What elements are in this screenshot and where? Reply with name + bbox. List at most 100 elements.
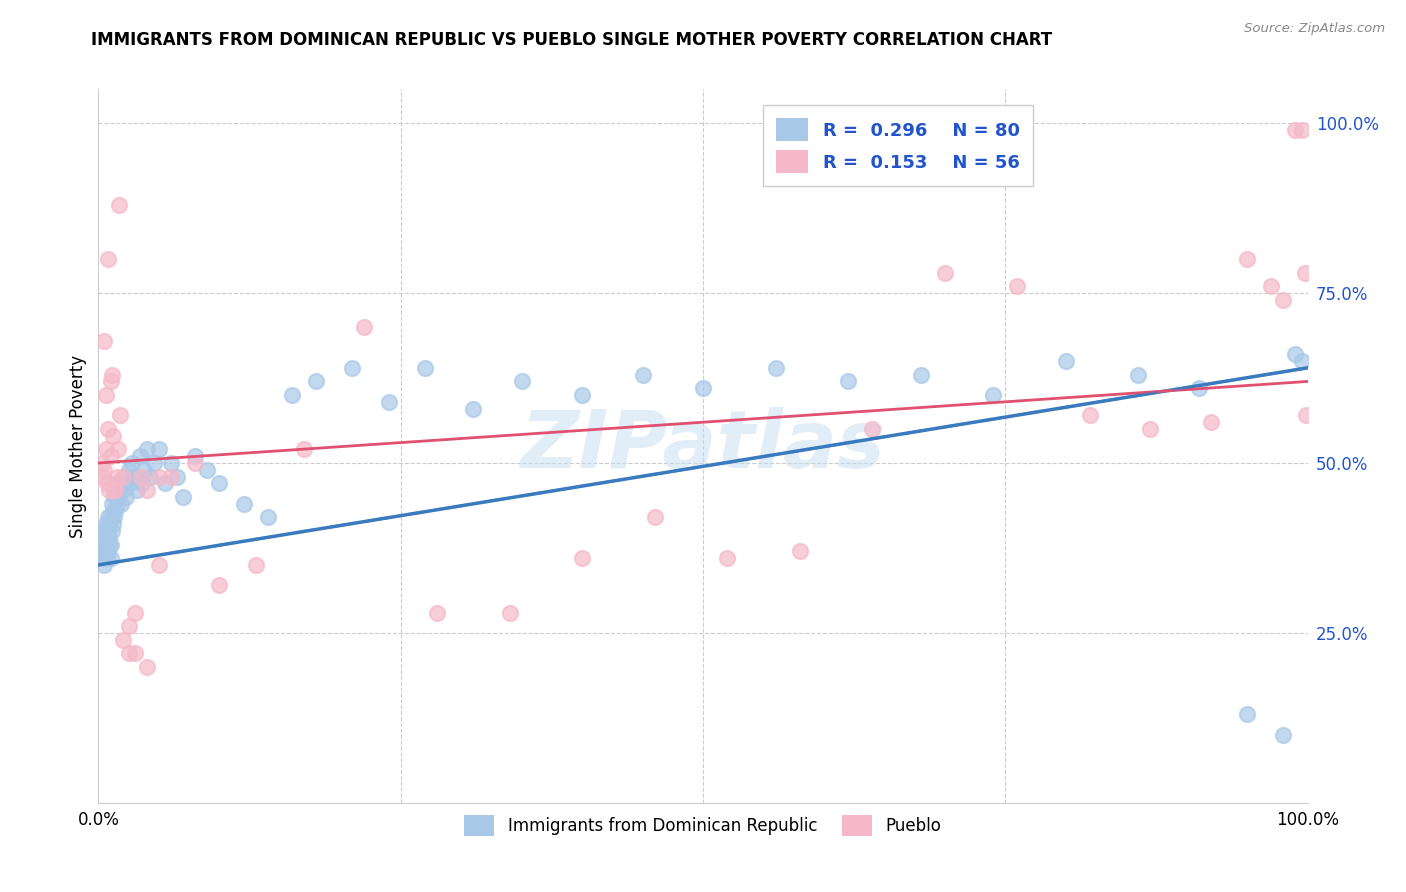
Text: Source: ZipAtlas.com: Source: ZipAtlas.com bbox=[1244, 22, 1385, 36]
Point bbox=[463, 401, 485, 416]
Point bbox=[135, 442, 157, 457]
Point bbox=[172, 490, 194, 504]
Point bbox=[305, 375, 328, 389]
Point bbox=[103, 510, 125, 524]
Point bbox=[97, 252, 120, 266]
Point bbox=[131, 476, 153, 491]
Point bbox=[184, 456, 207, 470]
Point bbox=[93, 463, 115, 477]
Point bbox=[115, 490, 138, 504]
Text: IMMIGRANTS FROM DOMINICAN REPUBLIC VS PUEBLO SINGLE MOTHER POVERTY CORRELATION C: IMMIGRANTS FROM DOMINICAN REPUBLIC VS PU… bbox=[91, 31, 1053, 49]
Point bbox=[97, 422, 120, 436]
Point bbox=[110, 497, 132, 511]
Point bbox=[1236, 707, 1258, 722]
Point bbox=[1188, 381, 1211, 395]
Point bbox=[97, 510, 120, 524]
Point bbox=[91, 456, 114, 470]
Point bbox=[1272, 728, 1295, 742]
Point bbox=[716, 551, 738, 566]
Point bbox=[148, 469, 170, 483]
Point bbox=[1272, 293, 1295, 307]
Point bbox=[91, 544, 114, 558]
Point bbox=[94, 517, 117, 532]
Point bbox=[111, 632, 134, 647]
Point bbox=[1199, 415, 1222, 429]
Point bbox=[139, 469, 162, 483]
Point bbox=[98, 517, 121, 532]
Point bbox=[135, 483, 157, 498]
Point bbox=[510, 375, 533, 389]
Point bbox=[100, 368, 122, 382]
Point bbox=[100, 524, 122, 538]
Point bbox=[100, 375, 122, 389]
Point bbox=[377, 394, 399, 409]
Point bbox=[97, 524, 120, 538]
Point bbox=[100, 449, 122, 463]
Point bbox=[128, 449, 150, 463]
Point bbox=[148, 558, 170, 572]
Point bbox=[631, 368, 654, 382]
Point bbox=[160, 456, 183, 470]
Point bbox=[135, 660, 157, 674]
Point bbox=[498, 606, 520, 620]
Point bbox=[1284, 347, 1306, 361]
Point bbox=[91, 469, 114, 483]
Point bbox=[124, 469, 146, 483]
Point bbox=[108, 198, 131, 212]
Point bbox=[96, 476, 118, 491]
Point bbox=[256, 510, 278, 524]
Point bbox=[245, 558, 267, 572]
Point bbox=[94, 388, 117, 402]
Point bbox=[97, 544, 120, 558]
Point bbox=[100, 510, 122, 524]
Point bbox=[100, 497, 122, 511]
Point bbox=[789, 544, 811, 558]
Point bbox=[100, 551, 122, 566]
Point bbox=[1295, 409, 1317, 423]
Point bbox=[1128, 368, 1150, 382]
Point bbox=[124, 646, 146, 660]
Point bbox=[153, 476, 176, 491]
Point bbox=[114, 476, 136, 491]
Point bbox=[108, 476, 131, 491]
Point bbox=[195, 463, 218, 477]
Point bbox=[108, 409, 131, 423]
Point bbox=[910, 368, 932, 382]
Point bbox=[184, 449, 207, 463]
Point bbox=[1078, 409, 1101, 423]
Point bbox=[93, 537, 115, 551]
Point bbox=[104, 503, 127, 517]
Point bbox=[1236, 252, 1258, 266]
Point bbox=[101, 503, 124, 517]
Y-axis label: Single Mother Poverty: Single Mother Poverty bbox=[69, 354, 87, 538]
Point bbox=[118, 476, 141, 491]
Point bbox=[342, 360, 364, 375]
Text: ZIPatlas: ZIPatlas bbox=[520, 407, 886, 485]
Point bbox=[105, 476, 128, 491]
Point bbox=[118, 463, 141, 477]
Point bbox=[91, 551, 114, 566]
Point bbox=[98, 537, 121, 551]
Point bbox=[1291, 123, 1313, 137]
Point bbox=[1007, 279, 1029, 293]
Point bbox=[121, 456, 143, 470]
Point bbox=[100, 537, 122, 551]
Point bbox=[1054, 354, 1077, 368]
Point bbox=[118, 619, 141, 633]
Point bbox=[134, 463, 156, 477]
Point bbox=[692, 381, 714, 395]
Point bbox=[353, 320, 375, 334]
Point bbox=[644, 510, 666, 524]
Point bbox=[111, 469, 134, 483]
Point bbox=[208, 476, 231, 491]
Point bbox=[160, 469, 183, 483]
Point bbox=[101, 517, 124, 532]
Point bbox=[107, 442, 129, 457]
Point bbox=[101, 429, 124, 443]
Point bbox=[860, 422, 883, 436]
Point bbox=[208, 578, 231, 592]
Point bbox=[94, 442, 117, 457]
Point bbox=[108, 483, 131, 498]
Point bbox=[107, 490, 129, 504]
Point bbox=[1291, 354, 1313, 368]
